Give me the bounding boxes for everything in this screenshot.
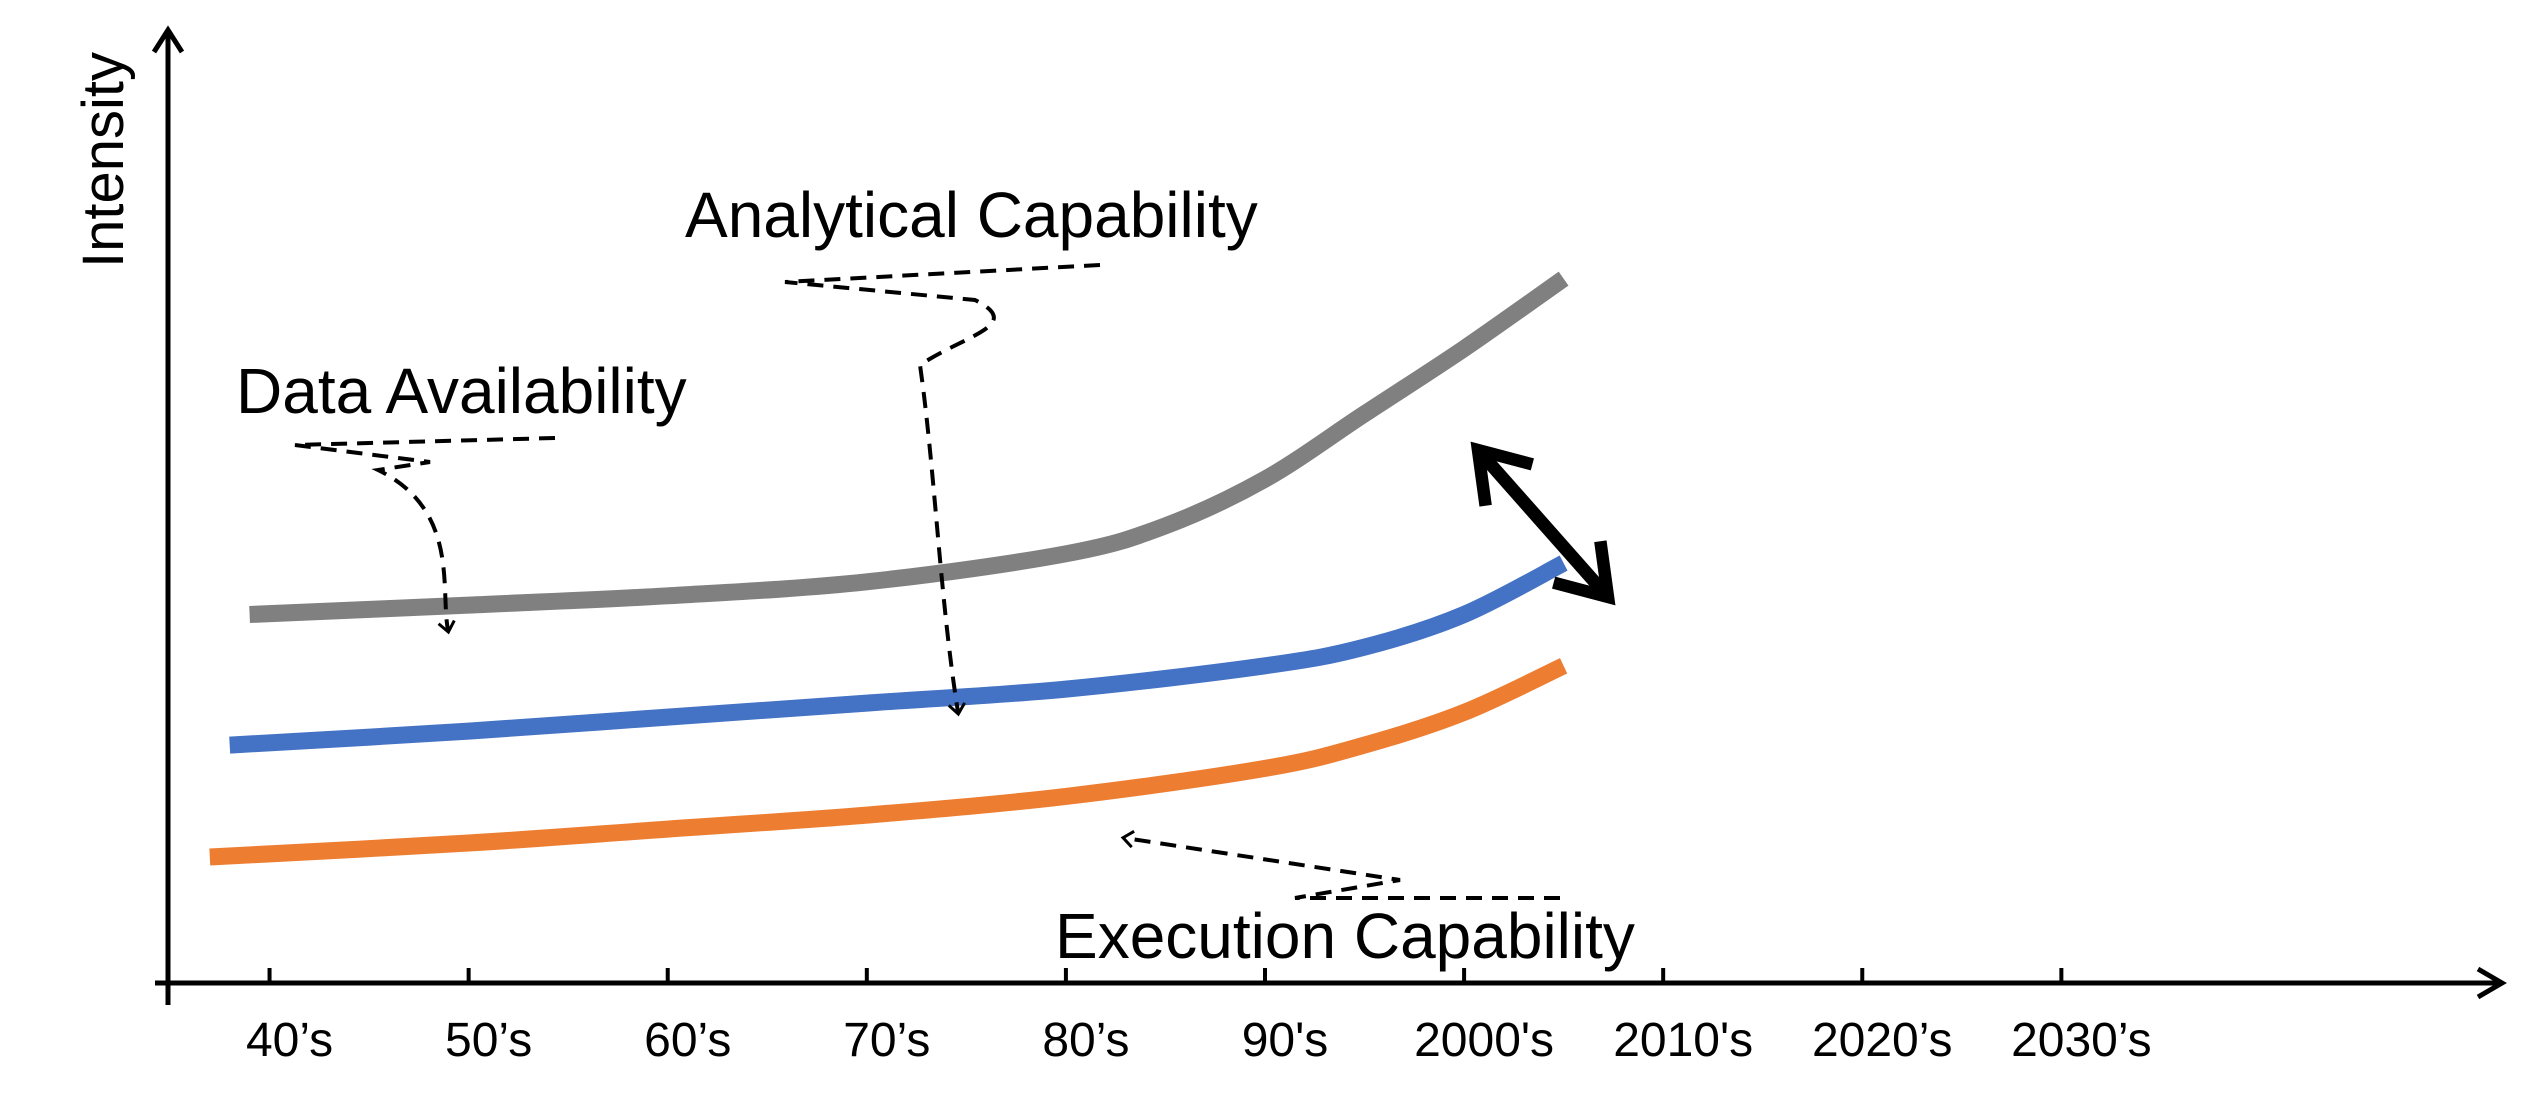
x-tick-label: 2010's <box>1613 1014 1753 1067</box>
x-tick-label: 90's <box>1242 1014 1329 1067</box>
analytical-capability-leader <box>784 263 1101 717</box>
data-availability-leader <box>294 436 556 635</box>
x-tick-label: 2020’s <box>1812 1014 1953 1067</box>
x-tick-label: 2030’s <box>2011 1014 2152 1067</box>
annotation-data-availability: Data Availability <box>236 355 687 427</box>
annotation-execution-capability: Execution Capability <box>1055 900 1635 972</box>
x-axis-arrowhead <box>2476 966 2507 1000</box>
x-tick-label: 40’s <box>246 1014 333 1067</box>
annotation-leaders <box>294 263 1560 900</box>
execution-capability-leader <box>1120 830 1560 900</box>
x-tick-label: 60’s <box>644 1014 731 1067</box>
y-axis-arrowhead <box>151 25 185 54</box>
series-line-analytical-capability <box>229 555 1568 754</box>
x-tick-labels: 40’s 50’s 60’s 70’s 80’s 90's 2000's 2010's 2020… <box>246 1014 2152 1067</box>
axes <box>151 25 2507 1005</box>
series-line-data-availability <box>249 271 1569 623</box>
x-tick-label: 80’s <box>1042 1014 1129 1067</box>
x-ticks <box>267 968 2064 983</box>
y-axis-title: Intensity <box>71 52 136 268</box>
x-tick-label: 2000's <box>1414 1014 1554 1067</box>
annotation-analytical-capability: Analytical Capability <box>685 179 1258 251</box>
series-lines <box>209 271 1569 866</box>
gap-double-arrow <box>1470 441 1616 606</box>
x-tick-label: 50’s <box>445 1014 532 1067</box>
x-tick-label: 70’s <box>843 1014 930 1067</box>
series-line-execution-capability <box>209 658 1568 866</box>
